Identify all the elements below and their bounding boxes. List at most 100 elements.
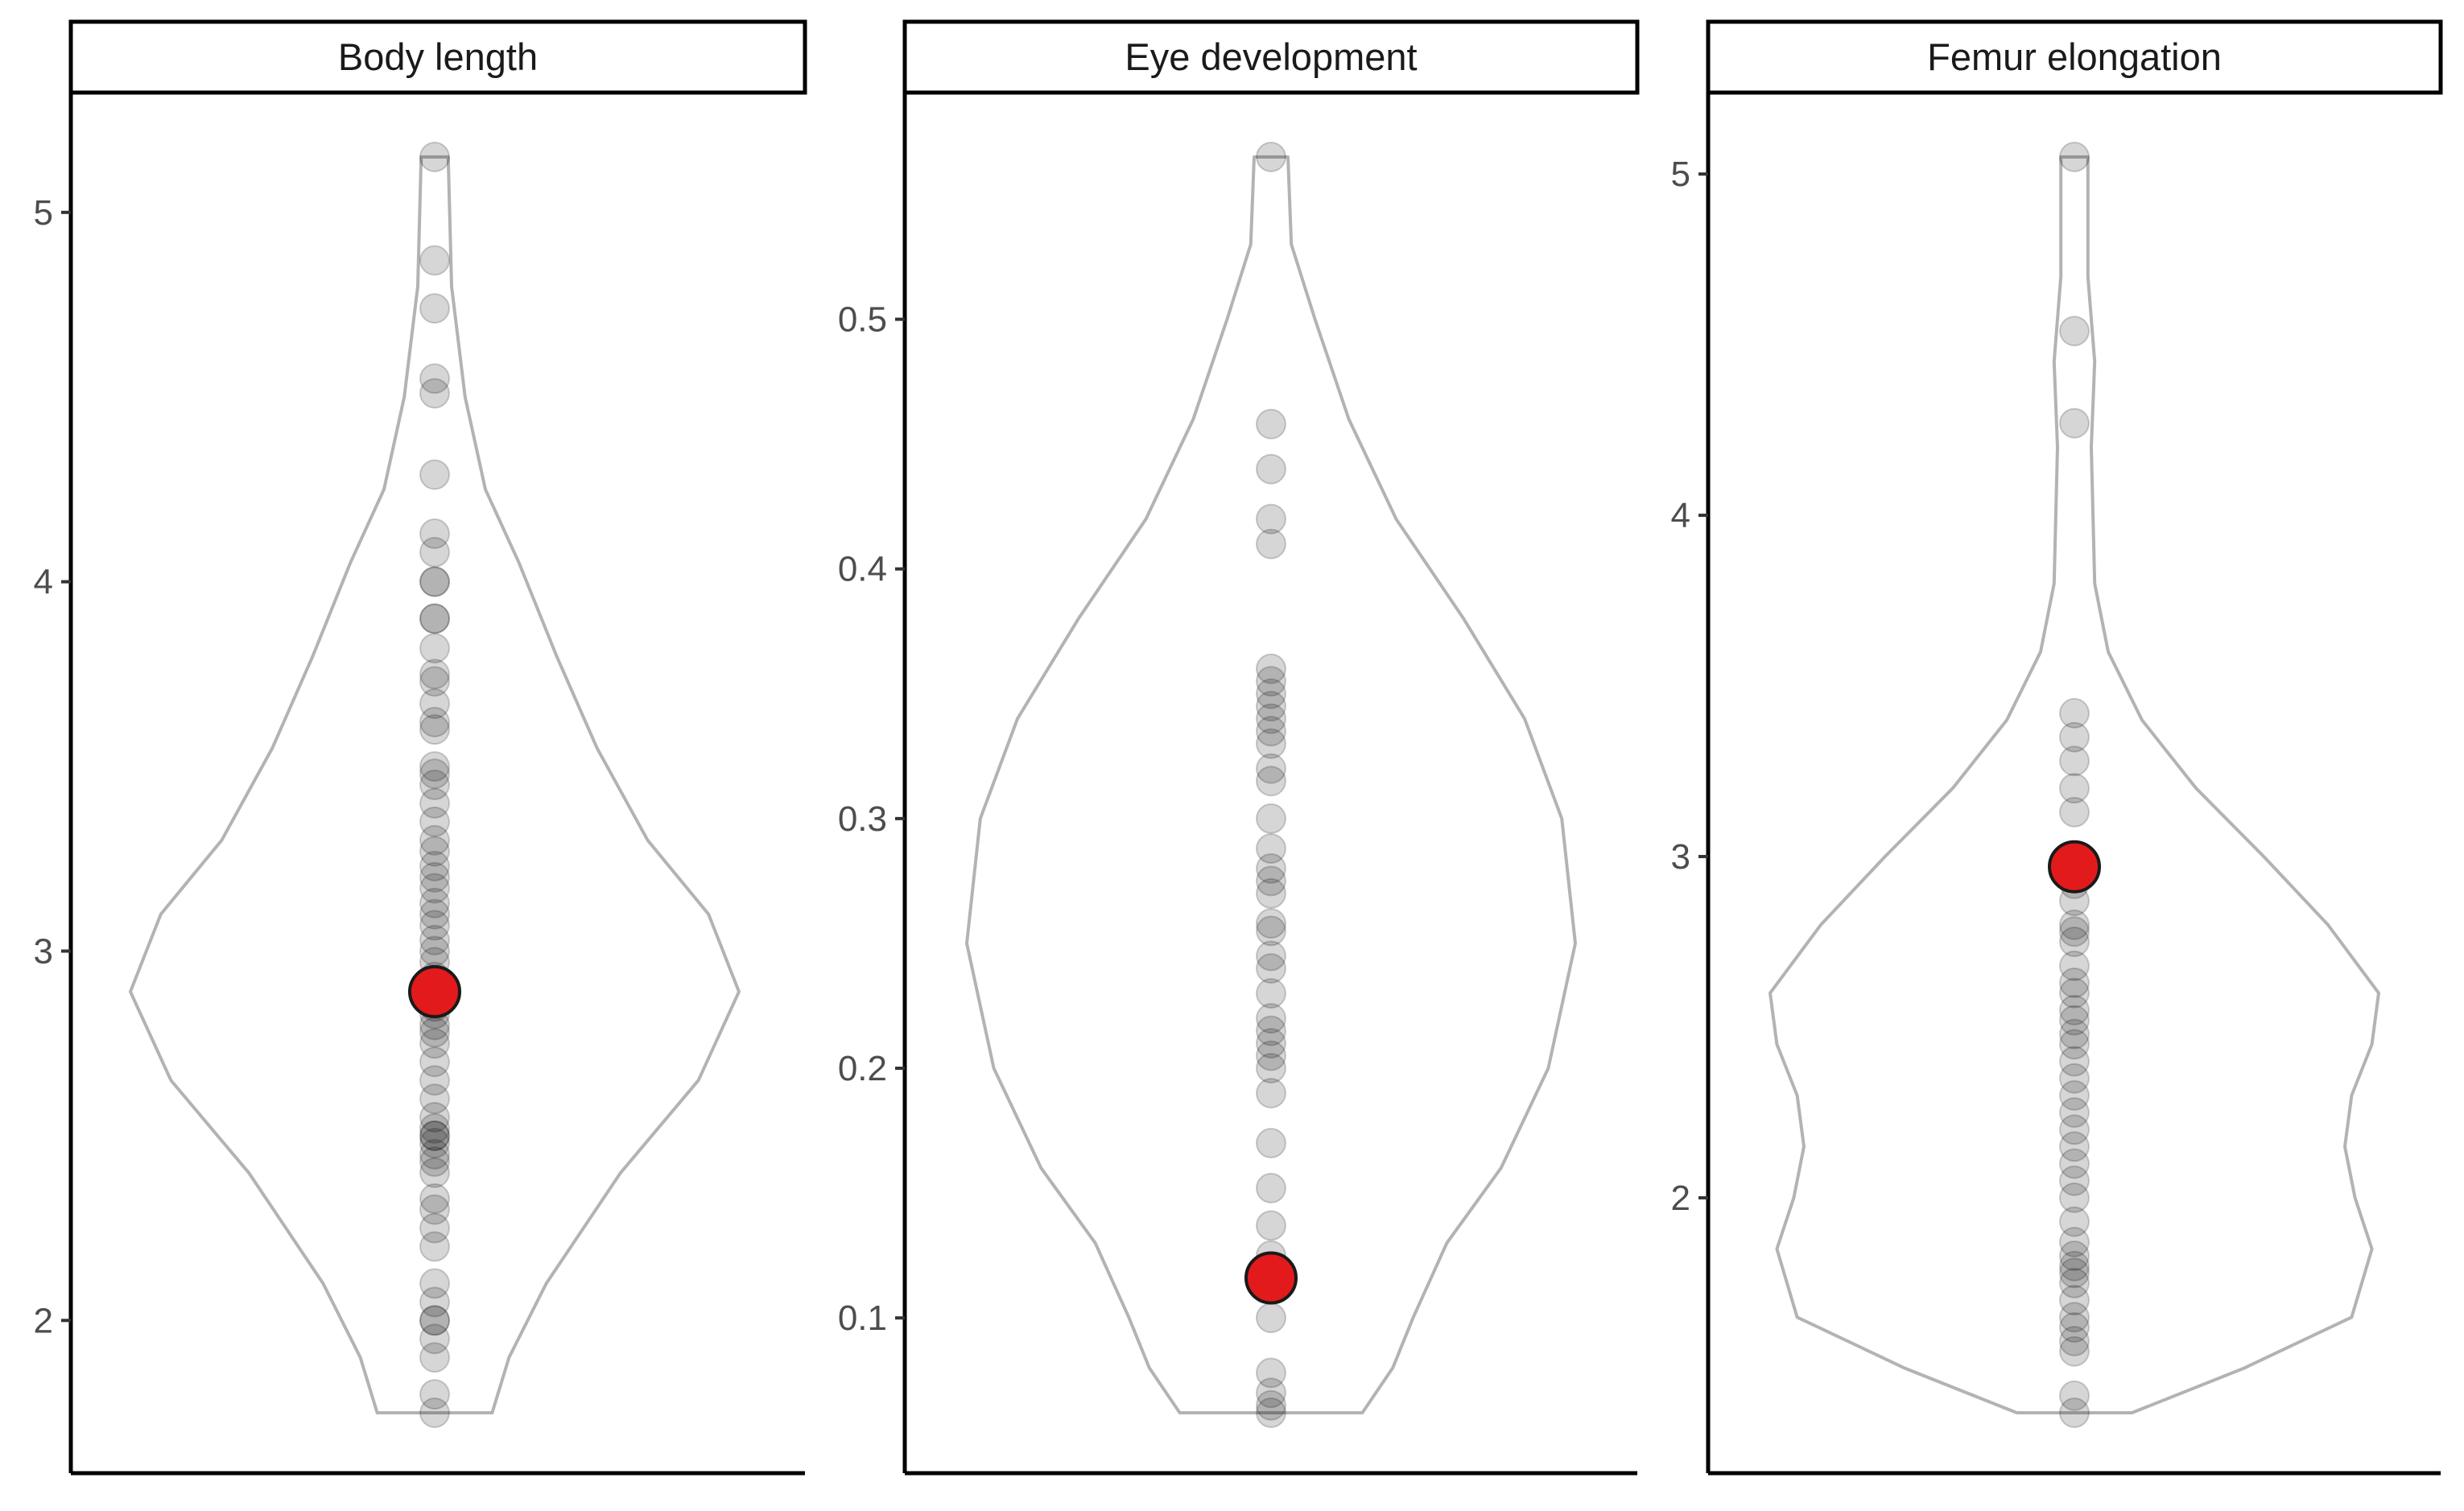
y-tick-label: 5 (34, 193, 53, 233)
data-point (419, 363, 450, 394)
data-point (1256, 833, 1286, 865)
data-point (2059, 977, 2090, 1009)
data-point (1256, 915, 1286, 947)
panel-1: Body length 2 3 4 5 (34, 19, 807, 1476)
data-point (419, 633, 450, 664)
data-point (419, 924, 450, 956)
data-point (1256, 716, 1286, 747)
data-point (1256, 953, 1286, 984)
data-point (1256, 940, 1286, 972)
data-point (419, 658, 450, 690)
data-point (2059, 1114, 2090, 1146)
data-point (1256, 1015, 1286, 1047)
data-point (1256, 408, 1286, 440)
data-point (419, 861, 450, 893)
data-point (2059, 1165, 2090, 1196)
data-point (419, 245, 450, 276)
data-point (419, 1120, 450, 1151)
strip-header (902, 19, 1640, 95)
data-point (2059, 994, 2090, 1026)
data-point (2059, 1380, 2090, 1411)
data-point (1256, 766, 1286, 797)
data-point (2059, 1046, 2090, 1077)
data-point (1256, 1397, 1286, 1428)
data-point (419, 378, 450, 409)
data-point (419, 1212, 450, 1244)
data-point (1256, 1377, 1286, 1409)
data-point (2059, 1206, 2090, 1237)
data-point (2059, 1097, 2090, 1128)
data-point (2059, 1005, 2090, 1036)
data-point (419, 1157, 450, 1188)
y-tick-label: 3 (1671, 837, 1690, 877)
data-point (2059, 1312, 2090, 1343)
data-point (2059, 927, 2090, 957)
y-tick-label: 4 (1671, 496, 1690, 535)
data-point (2059, 1182, 2090, 1213)
data-point (2059, 721, 2090, 753)
data-point (2059, 407, 2090, 439)
highlight-point (2048, 840, 2101, 894)
data-point (2059, 950, 2090, 981)
data-point (419, 898, 450, 930)
data-point (1256, 678, 1286, 709)
data-point (1256, 1128, 1286, 1158)
data-point (1256, 691, 1286, 722)
data-point (1256, 803, 1286, 834)
data-point (419, 1183, 450, 1214)
data-point (419, 688, 450, 720)
data-point (419, 666, 450, 697)
data-point (419, 536, 450, 568)
data-point (1256, 653, 1286, 684)
data-point (419, 1138, 450, 1170)
strip-header (1706, 19, 2443, 95)
data-point (419, 1379, 450, 1410)
data-point (419, 1397, 450, 1428)
highlight-point (408, 964, 461, 1018)
data-point (1256, 1303, 1286, 1334)
data-point (2059, 1063, 2090, 1094)
data-point (419, 751, 450, 782)
data-point (419, 1305, 450, 1336)
data-point (419, 1128, 450, 1159)
data-point (2059, 1257, 2090, 1289)
data-point (419, 603, 450, 634)
data-point (2059, 1241, 2090, 1271)
data-point (419, 1342, 450, 1373)
data-point (2059, 1131, 2090, 1162)
data-point (419, 824, 450, 856)
data-point (419, 518, 450, 549)
data-point (419, 566, 450, 597)
data-point (1256, 1357, 1286, 1389)
data-point (2059, 1267, 2090, 1298)
data-point (419, 1323, 450, 1355)
data-point (2059, 1018, 2090, 1050)
data-point (2059, 1336, 2090, 1367)
violin-outline (129, 155, 741, 1414)
data-point (2059, 773, 2090, 804)
strip-header (68, 19, 807, 95)
data-point (419, 1065, 450, 1096)
data-point (419, 887, 450, 919)
data-point (1256, 865, 1286, 897)
data-point (1256, 528, 1286, 559)
data-point (2059, 916, 2090, 947)
y-tick-label: 0.2 (838, 1049, 887, 1088)
data-point (1256, 1003, 1286, 1034)
data-point (1256, 753, 1286, 784)
data-point (419, 770, 450, 800)
data-point (1256, 1172, 1286, 1203)
data-point (1256, 703, 1286, 734)
data-point (419, 1286, 450, 1318)
data-point (2059, 909, 2090, 940)
data-point (419, 603, 450, 634)
data-point (419, 707, 450, 737)
data-point (1256, 666, 1286, 697)
data-point (419, 142, 450, 172)
y-tick-label: 2 (34, 1301, 53, 1340)
y-tick-label: 2 (1671, 1179, 1690, 1218)
data-point (419, 873, 450, 904)
data-point (419, 1194, 450, 1225)
data-point (2059, 967, 2090, 998)
